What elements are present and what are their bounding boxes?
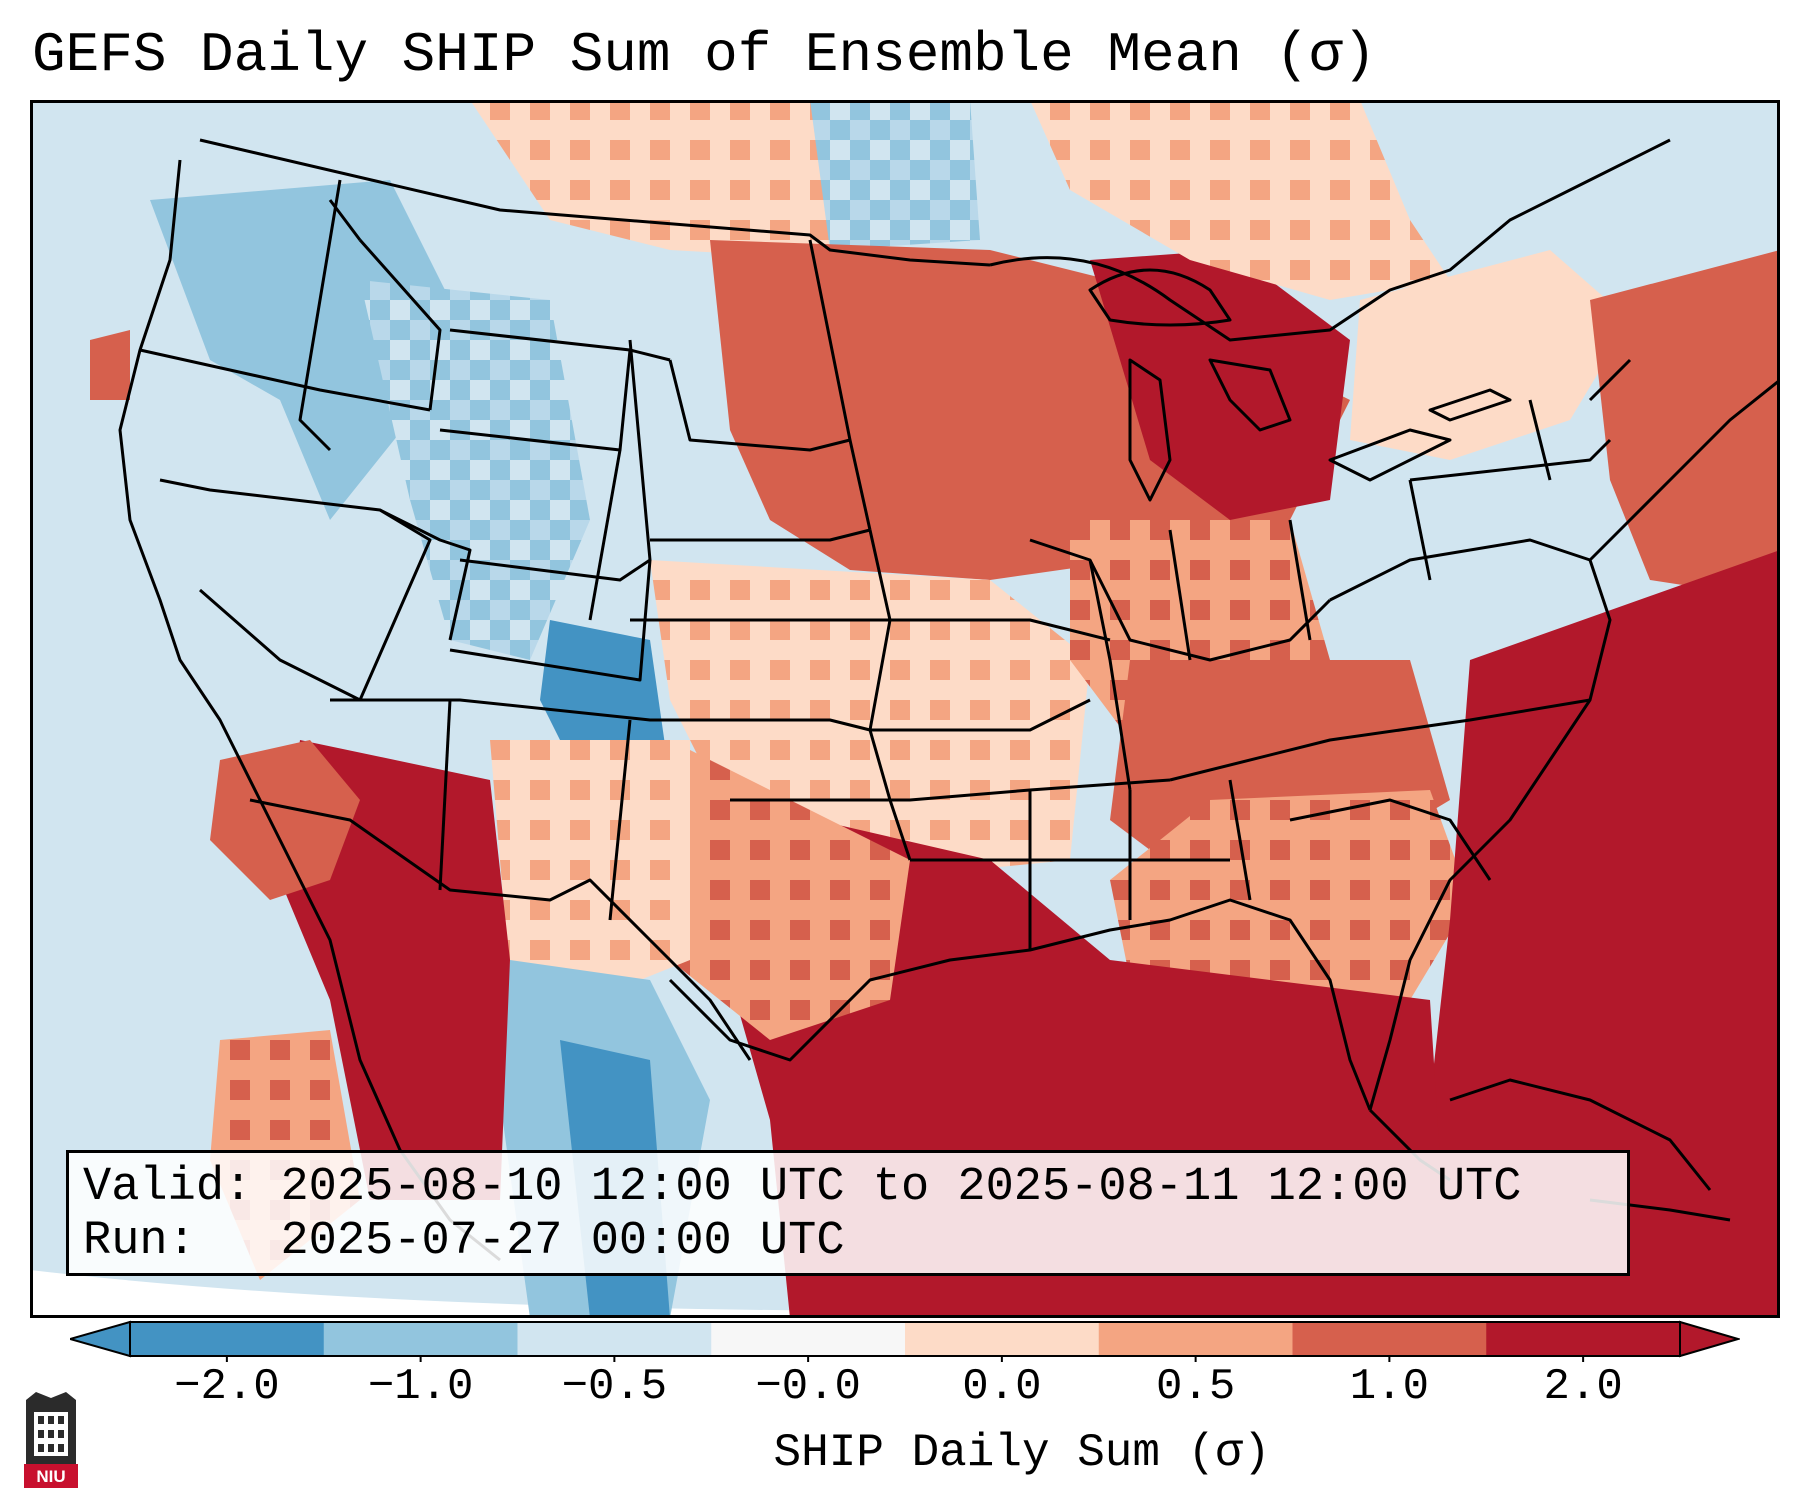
colorbar-extend-low [70,1320,131,1358]
map-boundaries [118,138,1780,1262]
field-region-ontario [1030,100,1450,300]
field-region-southeast [1110,790,1470,1020]
colorbar-tick-label: 0.0 [962,1362,1042,1412]
run-value: 2025-07-27 00:00 UTC [280,1215,845,1268]
valid-line: Valid: 2025-08-10 12:00 UTC to 2025-08-1… [83,1161,1627,1215]
colorbar-tick-label: 1.0 [1349,1362,1429,1412]
valid-value: 2025-08-10 12:00 UTC to 2025-08-11 12:00… [280,1161,1522,1214]
us-mexico-border [249,798,752,1061]
run-line: Run: 2025-07-27 00:00 UTC [83,1215,1627,1269]
colorbar-extend-high [1679,1320,1740,1358]
field-region-rockies [360,280,590,660]
colorbar-segment [130,1322,325,1356]
valid-label: Valid: [83,1161,253,1214]
field-region-mid-atlantic [1370,430,1610,660]
field-region-great-lakes [1090,250,1350,520]
map-panel [30,100,1780,1318]
niu-logo-icon: NIU [24,1392,78,1488]
colorbar-segment [1098,1322,1293,1356]
colorbar-segment [1292,1322,1487,1356]
field-region-oregon-coast [90,330,130,400]
map-canvas [30,100,1780,1318]
colorbar-segment [711,1322,906,1356]
run-label: Run: [83,1215,196,1268]
colorbar [70,1320,1740,1362]
colorbar-frame [129,1321,1681,1357]
niu-logo-text: NIU [36,1467,65,1486]
page-title: GEFS Daily SHIP Sum of Ensemble Mean (σ) [32,23,1377,87]
colorbar-segment [1486,1322,1681,1356]
field-region-saskatchewan [810,100,980,250]
colorbar-tick-label: −2.0 [174,1362,280,1412]
map-frame [30,100,1780,1318]
colorbar-tick-label: 2.0 [1543,1362,1623,1412]
gulf-coastline [668,898,1372,1111]
colorbar-tick-label: 0.5 [1156,1362,1236,1412]
colorbar-segment [323,1322,518,1356]
us-canada-border [199,138,991,267]
colorbar-tick-label: −0.0 [755,1362,861,1412]
colorbar-label: SHIP Daily Sum (σ) [773,1427,1271,1479]
field-region-northwest [150,180,450,520]
colorbar-tick-label: −1.0 [367,1362,474,1412]
field-region-texas [670,740,910,1040]
colorbar-segment [905,1322,1100,1356]
field-region-new-mexico [490,740,690,1000]
colorbar-segment [517,1322,712,1356]
field-region-socal [210,740,360,900]
field-region-atlantic-south [1410,550,1780,1318]
info-box: Valid: 2025-08-10 12:00 UTC to 2025-08-1… [66,1150,1630,1276]
field-region-northeast [1350,250,1630,460]
pacific-coastline [118,159,501,1262]
colorbar-tick-label: −0.5 [561,1362,668,1412]
